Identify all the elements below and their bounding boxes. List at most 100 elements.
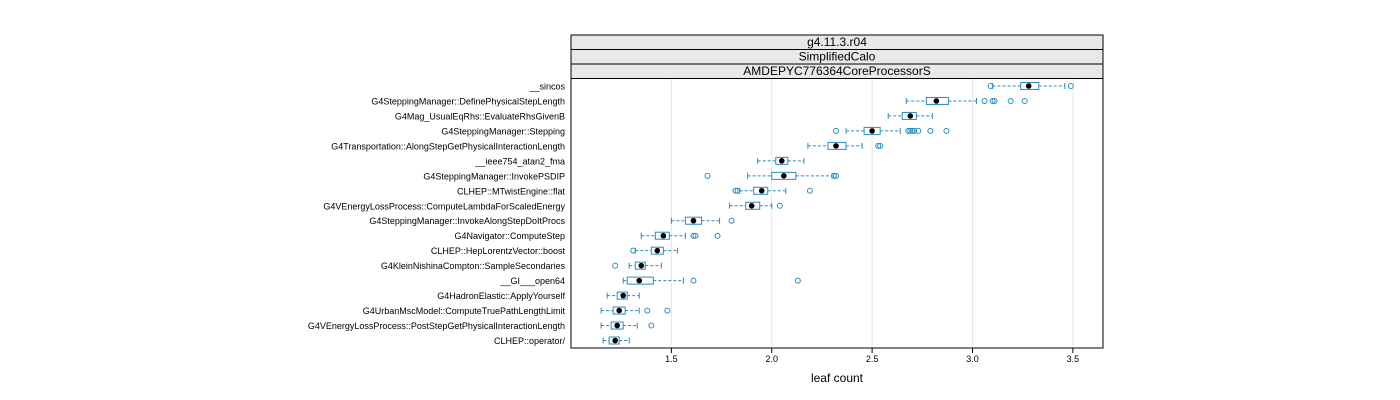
x-tick-label: 3.5 [1067, 354, 1080, 364]
median-dot [758, 187, 765, 194]
iqr-box [771, 171, 797, 180]
iqr-box [616, 291, 628, 300]
strip-headers: g4.11.3.r04SimplifiedCaloAMDEPYC776364Co… [570, 34, 1104, 79]
outlier-point [664, 307, 671, 314]
category-label: CLHEP::operator/ [494, 336, 566, 346]
iqr-box [610, 321, 624, 330]
plot-panel [570, 34, 1104, 349]
median-dot [616, 307, 622, 314]
box-row [600, 306, 671, 315]
outlier-point [987, 82, 994, 89]
category-label: G4Transportation::AlongStepGetPhysicalIn… [331, 141, 565, 151]
outlier-point [692, 232, 699, 239]
box-row [832, 126, 950, 135]
iqr-box [925, 96, 949, 105]
category-label: G4SteppingManager::DefinePhysicalStepLen… [371, 96, 565, 106]
outlier-point [981, 97, 988, 104]
outlier-point [915, 127, 922, 134]
iqr-box [775, 156, 789, 165]
outlier-point [1007, 97, 1014, 104]
iqr-box [684, 216, 702, 225]
median-dot [620, 292, 626, 299]
outlier-point [1067, 82, 1074, 89]
category-label: G4HadronElastic::ApplyYourself [437, 291, 565, 301]
category-label: CLHEP::MTwistEngine::flat [457, 186, 566, 196]
outlier-point [911, 127, 918, 134]
outlier-point [832, 127, 839, 134]
outlier-point [943, 127, 950, 134]
outlier-point [1021, 97, 1028, 104]
x-tick-label: 3.0 [966, 354, 979, 364]
iqr-box [1020, 81, 1040, 90]
median-dot [612, 337, 618, 344]
box-row [622, 276, 801, 285]
box-row [600, 321, 655, 330]
box-row [640, 231, 721, 240]
box-row [704, 171, 839, 180]
iqr-box [745, 201, 761, 210]
median-dot [638, 262, 645, 269]
outlier-point [704, 172, 711, 179]
category-labels: __sincosG4SteppingManager::DefinePhysica… [308, 81, 566, 346]
outlier-point [907, 127, 914, 134]
strip-label: SimplifiedCalo [799, 50, 876, 64]
box-row [887, 111, 933, 120]
outlier-point [806, 187, 813, 194]
category-label: __ieee754_atan2_fma [474, 156, 565, 166]
category-label: __GI___open64 [499, 276, 565, 286]
outlier-point [630, 247, 637, 254]
x-tick-label: 2.5 [866, 354, 879, 364]
box-row [807, 141, 884, 150]
x-axis-label: leaf count [811, 371, 864, 385]
median-dot [869, 128, 875, 134]
category-label: G4KleinNishinaCompton::SampleSecondaries [381, 261, 566, 271]
strip-label: g4.11.3.r04 [807, 35, 867, 49]
box-row [606, 291, 640, 300]
outlier-point [732, 187, 739, 194]
outlier-point [794, 277, 801, 284]
outlier-point [909, 127, 916, 134]
outlier-point [648, 322, 655, 329]
median-dot [933, 98, 940, 104]
outlier-point [875, 142, 882, 149]
outlier-point [877, 142, 884, 149]
iqr-box [634, 261, 646, 270]
median-dot [660, 232, 667, 239]
median-dot [833, 143, 839, 149]
box-row [757, 156, 805, 165]
iqr-box [654, 231, 670, 240]
iqr-box [612, 306, 626, 315]
median-dot [907, 113, 914, 119]
outlier-point [776, 202, 783, 209]
x-tick-label: 2.0 [765, 354, 778, 364]
iqr-box [753, 186, 769, 195]
box-row [905, 96, 1028, 105]
median-dot [748, 202, 755, 209]
strip-label: AMDEPYC776364CoreProcessorS [743, 64, 930, 78]
outlier-point [905, 127, 912, 134]
median-dot [778, 158, 785, 164]
box-row [612, 261, 662, 270]
outlier-point [832, 172, 839, 179]
box-row [732, 186, 813, 195]
median-dot [690, 217, 697, 224]
category-label: G4UrbanMscModel::ComputeTruePathLengthLi… [363, 306, 566, 316]
outlier-point [644, 307, 651, 314]
box-series [600, 81, 1074, 345]
median-dot [1025, 83, 1032, 89]
iqr-box [650, 246, 664, 255]
median-dot [781, 173, 787, 179]
category-label: G4VEnergyLossProcess::ComputeLambdaForSc… [323, 201, 565, 211]
box-row [630, 246, 678, 255]
category-label: G4Mag_UsualEqRhs::EvaluateRhsGivenB [395, 111, 565, 121]
category-label: CLHEP::HepLorentzVector::boost [431, 246, 566, 256]
outlier-point [690, 277, 697, 284]
category-label: G4SteppingManager::InvokeAlongStepDoItPr… [369, 216, 565, 226]
outlier-point [734, 187, 741, 194]
category-label: __sincos [528, 81, 565, 91]
iqr-box [863, 126, 881, 135]
outlier-point [991, 97, 998, 104]
iqr-box [608, 336, 620, 345]
x-tick-label: 1.5 [665, 354, 678, 364]
